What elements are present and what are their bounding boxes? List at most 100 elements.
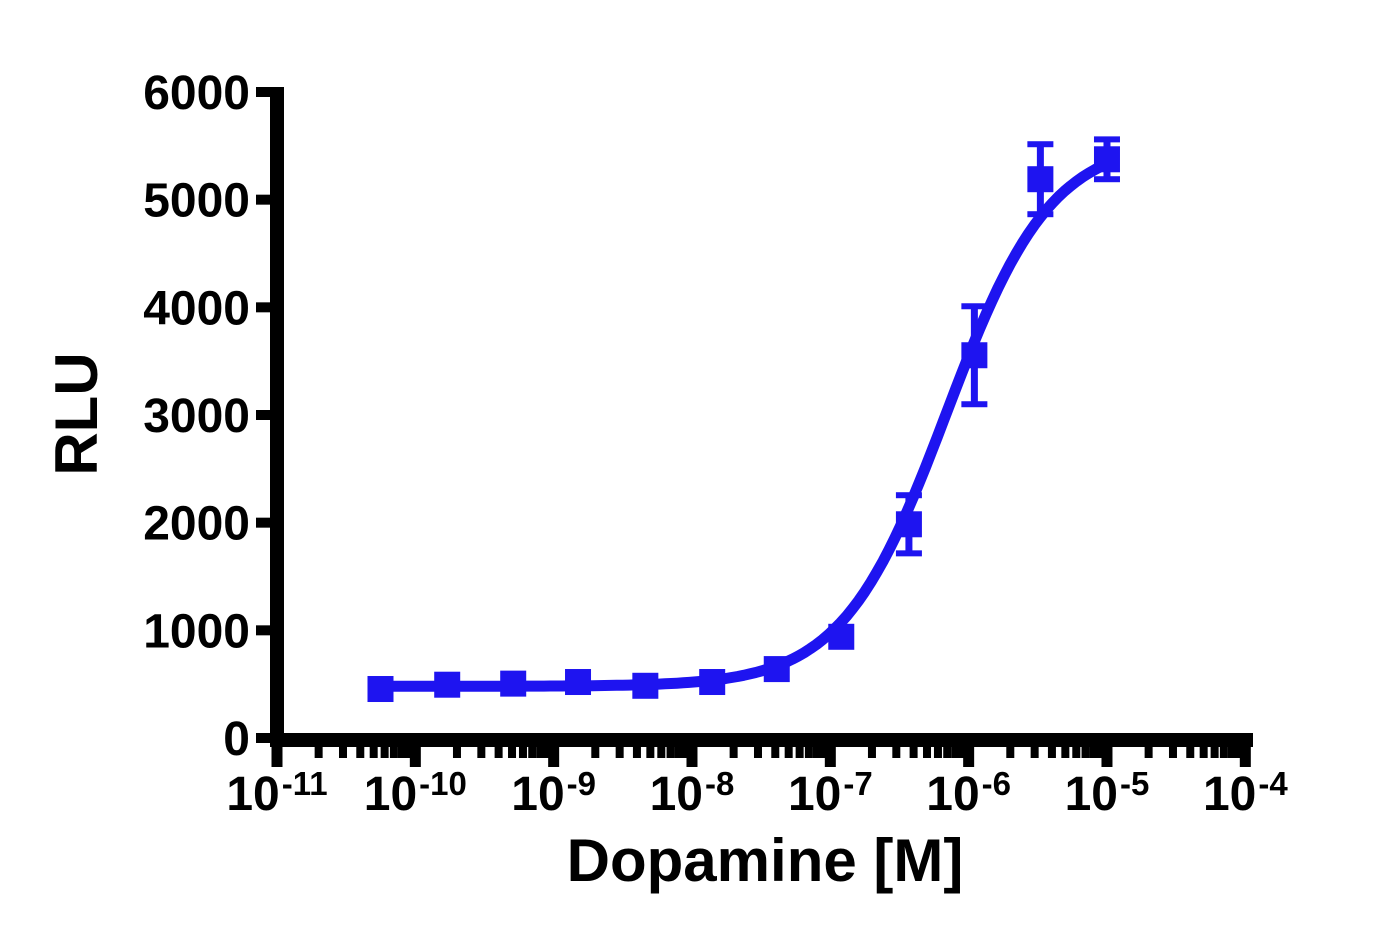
x-minor-tick xyxy=(494,747,503,758)
x-minor-tick xyxy=(356,747,365,758)
data-point xyxy=(699,669,726,696)
x-minor-tick xyxy=(933,747,942,758)
y-axis-title: RLU xyxy=(43,352,110,476)
x-minor-tick xyxy=(1096,747,1105,758)
x-minor-tick xyxy=(380,747,389,758)
y-tick-label: 6000 xyxy=(143,67,250,120)
x-minor-tick xyxy=(518,747,527,758)
y-tick xyxy=(256,194,270,205)
data-point xyxy=(763,656,790,683)
x-minor-tick xyxy=(812,747,821,758)
data-point xyxy=(500,670,527,697)
x-minor-tick xyxy=(819,747,828,758)
y-tick xyxy=(256,302,270,313)
data-point xyxy=(565,669,592,696)
x-minor-tick xyxy=(909,747,918,758)
data-point xyxy=(828,623,855,650)
data-point xyxy=(632,672,659,699)
error-bar-cap-bottom xyxy=(1093,176,1120,183)
x-minor-tick xyxy=(1219,747,1228,758)
x-major-tick xyxy=(548,747,560,767)
x-minor-tick xyxy=(1210,747,1219,758)
x-minor-tick xyxy=(1081,747,1090,758)
error-bar-cap-bottom xyxy=(895,550,922,557)
x-minor-tick xyxy=(795,747,804,758)
x-minor-tick xyxy=(666,747,675,758)
fit-curve xyxy=(375,158,1113,692)
x-minor-tick xyxy=(1072,747,1081,758)
error-bar-cap-top xyxy=(961,303,988,310)
x-minor-tick xyxy=(615,747,624,758)
x-axis-title: Dopamine [M] xyxy=(566,827,964,894)
x-tick-label: 10-4 xyxy=(1203,765,1288,821)
x-minor-tick xyxy=(397,747,406,758)
x-minor-tick xyxy=(1030,747,1039,758)
x-minor-tick xyxy=(784,747,793,758)
x-minor-tick xyxy=(1227,747,1236,758)
x-minor-tick xyxy=(632,747,641,758)
x-major-tick xyxy=(1239,747,1251,767)
x-minor-tick xyxy=(753,747,762,758)
y-tick xyxy=(256,517,270,528)
y-axis-spine xyxy=(270,87,284,747)
y-tick xyxy=(256,625,270,636)
x-major-tick xyxy=(686,747,698,767)
x-minor-tick xyxy=(1234,747,1243,758)
y-tick-label: 4000 xyxy=(143,282,250,335)
x-minor-tick xyxy=(951,747,960,758)
x-minor-tick xyxy=(536,747,545,758)
x-minor-tick xyxy=(1168,747,1177,758)
axes: 0 1000 2000 3000 4000 5000 6000 10-11 10-10 10-9 1… xyxy=(143,67,1288,821)
x-minor-tick xyxy=(1061,747,1070,758)
x-tick-label: 10-7 xyxy=(788,765,873,821)
data-point xyxy=(367,676,394,703)
x-minor-tick xyxy=(867,747,876,758)
x-tick-label: 10-6 xyxy=(926,765,1011,821)
x-axis-line xyxy=(270,733,1253,747)
x-major-tick xyxy=(271,747,283,767)
x-major-tick xyxy=(963,747,975,767)
x-major-tick xyxy=(824,747,836,767)
x-minor-tick xyxy=(1144,747,1153,758)
x-minor-tick xyxy=(389,747,398,758)
y-tick xyxy=(256,733,270,743)
x-minor-tick xyxy=(1047,747,1056,758)
x-minor-tick xyxy=(508,747,517,758)
x-major-tick xyxy=(1101,747,1113,767)
x-minor-tick xyxy=(771,747,780,758)
x-minor-tick xyxy=(943,747,952,758)
x-tick-label: 10-5 xyxy=(1065,765,1150,821)
x-minor-tick xyxy=(369,747,378,758)
x-major-tick xyxy=(409,747,421,767)
data-points xyxy=(367,146,1120,703)
x-minor-tick xyxy=(543,747,552,758)
x-minor-tick xyxy=(674,747,683,758)
x-minor-tick xyxy=(657,747,666,758)
x-minor-tick xyxy=(804,747,813,758)
data-point xyxy=(961,342,988,369)
x-minor-tick xyxy=(646,747,655,758)
x-minor-tick xyxy=(681,747,690,758)
x-minor-tick xyxy=(477,747,486,758)
data-point xyxy=(1027,166,1054,193)
x-minor-tick xyxy=(591,747,600,758)
x-minor-tick xyxy=(958,747,967,758)
y-tick-label: 5000 xyxy=(143,175,250,228)
y-tick-label: 2000 xyxy=(143,498,250,551)
y-tick-label: 1000 xyxy=(143,605,250,658)
x-minor-tick xyxy=(1186,747,1195,758)
error-bar-cap-bottom xyxy=(961,401,988,408)
x-minor-tick xyxy=(1199,747,1208,758)
error-bars xyxy=(895,136,1120,557)
x-tick-label: 10-11 xyxy=(226,765,327,821)
data-point xyxy=(895,511,922,538)
data-point xyxy=(1093,146,1120,173)
x-minor-tick xyxy=(314,747,323,758)
x-tick-label: 10-8 xyxy=(650,765,735,821)
error-bar-cap-top xyxy=(1093,136,1120,143)
x-minor-tick xyxy=(729,747,738,758)
x-minor-tick xyxy=(923,747,932,758)
x-minor-tick xyxy=(405,747,414,758)
x-minor-tick xyxy=(892,747,901,758)
